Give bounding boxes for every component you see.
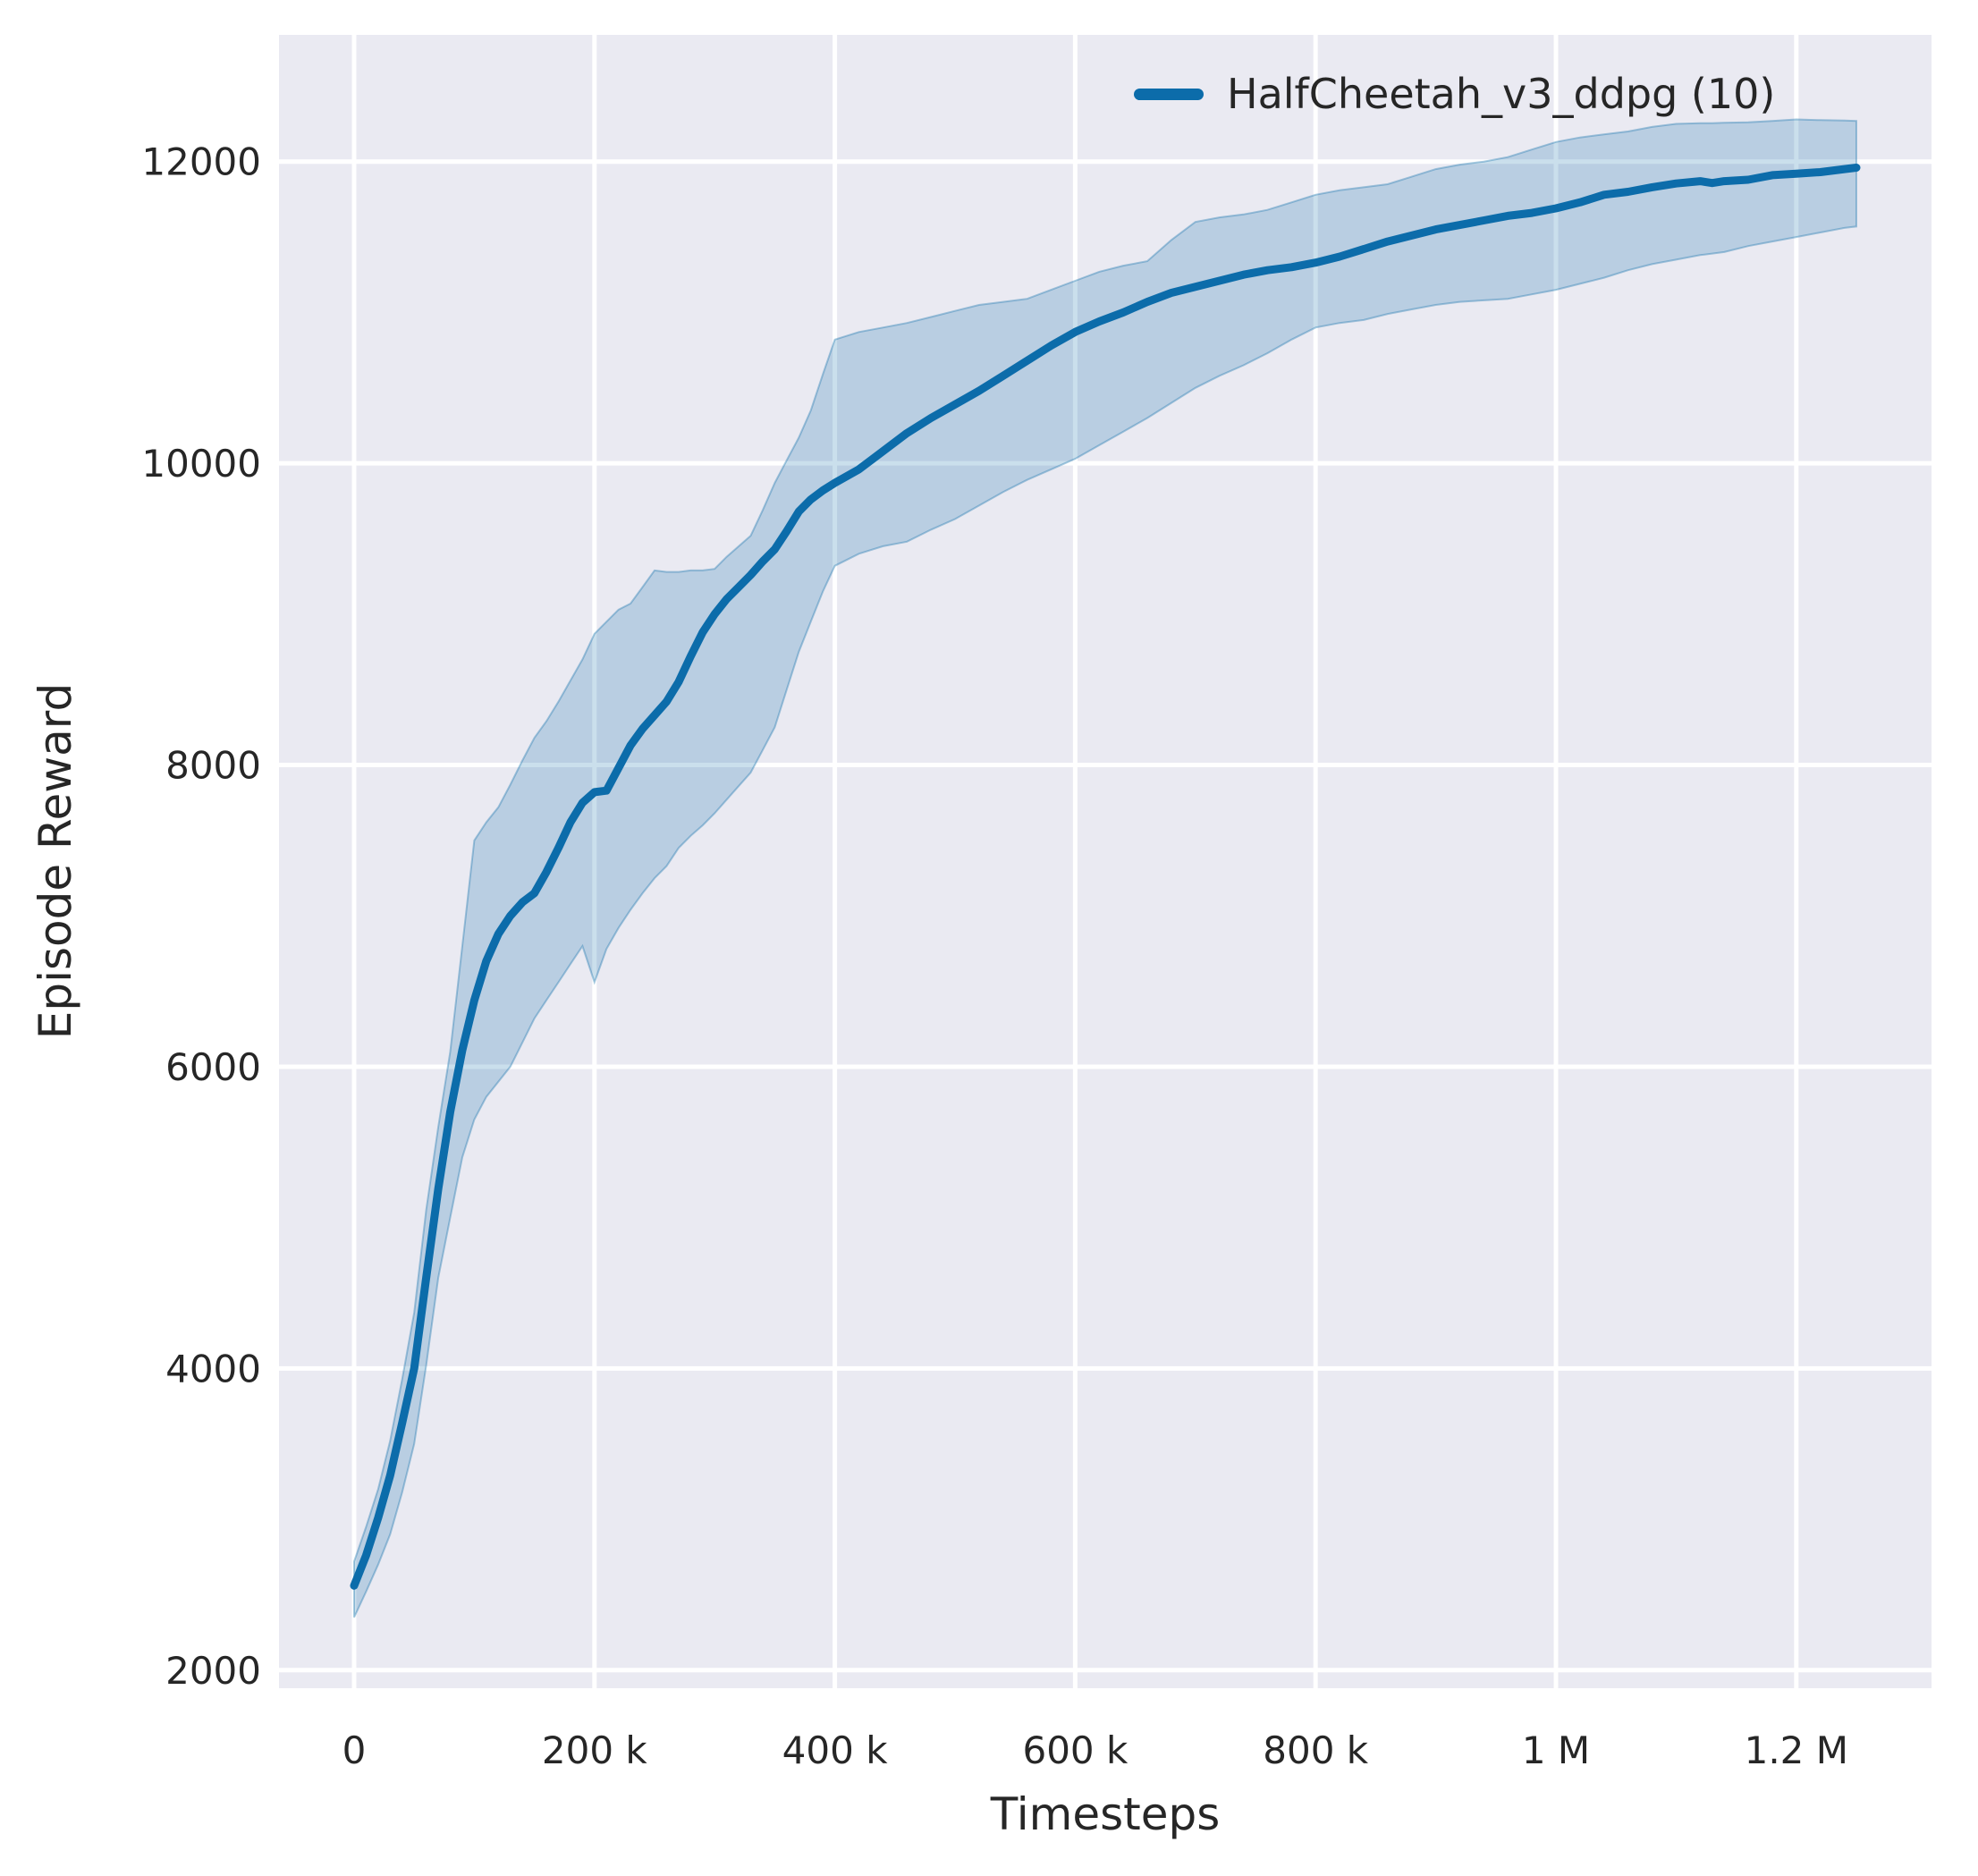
legend-label: HalfCheetah_v3_ddpg (10) bbox=[1227, 70, 1776, 118]
y-tick-label: 4000 bbox=[165, 1347, 261, 1390]
x-tick-label: 400 k bbox=[782, 1728, 889, 1772]
y-axis-label: Episode Reward bbox=[30, 682, 81, 1040]
x-tick-label: 200 k bbox=[542, 1728, 648, 1772]
confidence-band bbox=[353, 118, 1857, 1618]
y-tick-label: 8000 bbox=[165, 744, 261, 788]
x-tick-label: 800 k bbox=[1263, 1728, 1369, 1772]
y-tick-label: 12000 bbox=[141, 140, 261, 184]
y-tick-label: 2000 bbox=[165, 1649, 261, 1693]
y-tick-label: 10000 bbox=[141, 442, 261, 486]
legend-line-swatch bbox=[1134, 88, 1204, 100]
x-tick-label: 1.2 M bbox=[1745, 1728, 1848, 1772]
mean-line bbox=[350, 164, 1861, 1590]
legend: HalfCheetah_v3_ddpg (10) bbox=[1134, 73, 1775, 114]
x-tick-label: 1 M bbox=[1522, 1728, 1590, 1772]
y-tick-label: 6000 bbox=[165, 1045, 261, 1089]
x-axis-label: Timesteps bbox=[990, 1788, 1221, 1840]
x-tick-label: 0 bbox=[342, 1728, 367, 1772]
x-tick-label: 600 k bbox=[1022, 1728, 1128, 1772]
